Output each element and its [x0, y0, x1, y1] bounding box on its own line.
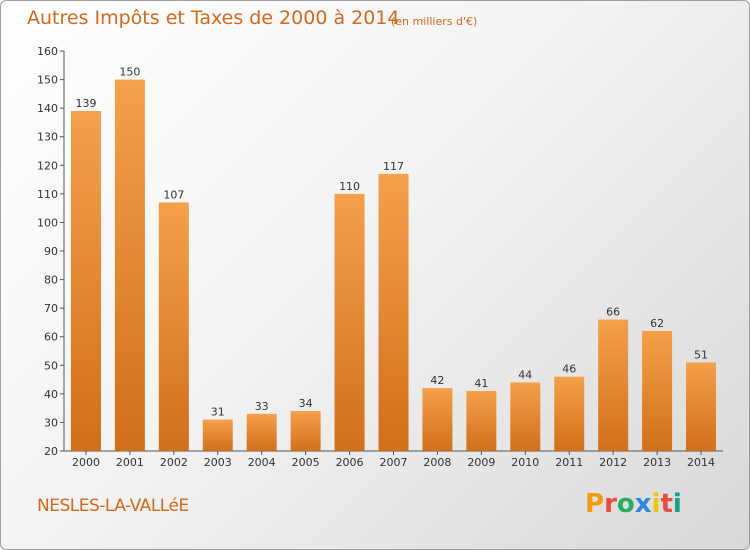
x-tick-label: 2007 — [380, 456, 408, 469]
data-label: 62 — [650, 317, 664, 330]
y-tick-label: 50 — [44, 359, 58, 372]
data-label: 44 — [518, 368, 532, 381]
chart-unit-label: (en milliers d'€) — [391, 15, 478, 28]
bar — [202, 419, 233, 451]
bar — [554, 376, 585, 451]
x-tick-label: 2013 — [643, 456, 671, 469]
bar — [334, 193, 365, 451]
y-tick-label: 90 — [44, 245, 58, 258]
bar — [70, 111, 101, 451]
logo-letter: x — [634, 489, 652, 519]
bar — [642, 331, 673, 451]
chart-labels: 2000 139 2001 150 2002 107 2003 31 2004 33 2005 34 2… — [72, 66, 715, 469]
x-tick-label: 2000 — [72, 456, 100, 469]
y-tick-label: 40 — [44, 388, 58, 401]
x-tick-label: 2006 — [336, 456, 364, 469]
data-label: 110 — [339, 180, 360, 193]
data-label: 34 — [299, 397, 313, 410]
y-tick-label: 30 — [44, 416, 58, 429]
x-tick-label: 2011 — [555, 456, 583, 469]
y-tick-label: 120 — [37, 159, 58, 172]
logo-letter: i — [651, 489, 661, 519]
y-tick-label: 70 — [44, 302, 58, 315]
chart-bars — [70, 79, 717, 452]
logo-letter: P — [585, 489, 605, 519]
y-tick-label: 160 — [37, 45, 58, 58]
data-label: 139 — [75, 97, 96, 110]
data-label: 46 — [562, 363, 576, 376]
bar — [598, 319, 629, 451]
data-label: 150 — [119, 66, 140, 79]
data-label: 33 — [255, 400, 269, 413]
x-tick-label: 2003 — [204, 456, 232, 469]
data-label: 41 — [474, 377, 488, 390]
town-name: NESLES-LA-VALLéE — [37, 496, 189, 516]
x-tick-label: 2008 — [423, 456, 451, 469]
x-tick-label: 2009 — [467, 456, 495, 469]
data-label: 107 — [163, 188, 184, 201]
y-tick-label: 130 — [37, 131, 58, 144]
x-tick-label: 2005 — [292, 456, 320, 469]
bar — [422, 388, 453, 451]
bar — [510, 382, 541, 451]
x-tick-label: 2002 — [160, 456, 188, 469]
y-tick-label: 110 — [37, 188, 58, 201]
y-tick-label: 80 — [44, 274, 58, 287]
logo-letter: o — [616, 489, 635, 519]
proxiti-logo[interactable]: Proxiti — [585, 489, 682, 519]
bar — [290, 411, 321, 451]
y-tick-label: 140 — [37, 102, 58, 115]
bar — [466, 391, 497, 451]
y-tick-label: 60 — [44, 331, 58, 344]
data-label: 51 — [694, 348, 708, 361]
bar — [114, 79, 145, 452]
data-label: 42 — [430, 374, 444, 387]
logo-letter: r — [604, 489, 617, 519]
logo-letter: i — [672, 489, 682, 519]
x-tick-label: 2004 — [248, 456, 276, 469]
x-tick-label: 2001 — [116, 456, 144, 469]
y-tick-label: 100 — [37, 216, 58, 229]
y-tick-label: 20 — [44, 445, 58, 458]
data-label: 66 — [606, 306, 620, 319]
x-tick-label: 2012 — [599, 456, 627, 469]
x-tick-label: 2010 — [511, 456, 539, 469]
bar — [246, 413, 277, 451]
logo-letter: t — [660, 489, 673, 519]
x-tick-label: 2014 — [687, 456, 715, 469]
y-tick-label: 150 — [37, 74, 58, 87]
bar — [686, 362, 717, 451]
bar — [158, 202, 189, 451]
bar — [378, 173, 409, 451]
data-label: 117 — [383, 160, 404, 173]
chart-title: Autres Impôts et Taxes de 2000 à 2014 — [27, 7, 400, 29]
data-label: 31 — [211, 406, 225, 419]
